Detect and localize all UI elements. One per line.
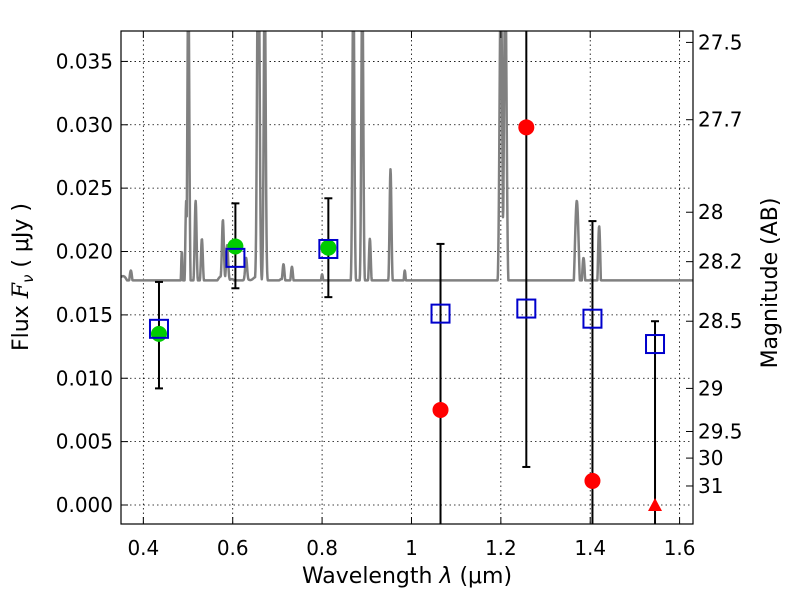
y-tick-label: 0.020 bbox=[56, 240, 113, 264]
y-tick-label: 0.015 bbox=[56, 303, 113, 327]
grid bbox=[121, 31, 693, 524]
model-photometry-square bbox=[430, 303, 451, 324]
y2-tick-label: 29.5 bbox=[698, 419, 743, 443]
plot-frame bbox=[120, 30, 694, 525]
y2-tick-label: 28.5 bbox=[698, 309, 743, 333]
model-spectrum-line bbox=[121, 31, 693, 282]
y2-tick-label: 27.5 bbox=[698, 30, 743, 54]
model-spectrum-layer bbox=[121, 31, 693, 282]
model-photometry-square bbox=[148, 318, 169, 339]
y2-tick-label: 29 bbox=[698, 376, 723, 400]
y-tick-label: 0.030 bbox=[56, 113, 113, 137]
x-tick-label: 1.4 bbox=[574, 536, 606, 560]
y2-tick-label: 28.2 bbox=[698, 250, 743, 274]
y-axis-label: Flux Fν ( μJy ) bbox=[9, 203, 37, 351]
upper-limit-marker bbox=[648, 497, 663, 511]
detection-point bbox=[150, 325, 167, 342]
error-bars bbox=[154, 31, 660, 524]
model-photometry-square bbox=[645, 334, 666, 355]
x-tick-label: 0.6 bbox=[217, 536, 249, 560]
y-tick-label: 0.000 bbox=[56, 493, 113, 517]
y-tick-label: 0.010 bbox=[56, 366, 113, 390]
model-photometry-square bbox=[516, 298, 537, 319]
detection-point bbox=[320, 239, 337, 256]
y-tick-label: 0.035 bbox=[56, 49, 113, 73]
x-tick-label: 0.4 bbox=[127, 536, 159, 560]
markers bbox=[148, 119, 666, 511]
low-significance-point bbox=[518, 119, 535, 136]
x-tick-label: 0.8 bbox=[306, 536, 338, 560]
y2-tick-label: 31 bbox=[698, 474, 723, 498]
x-tick-label: 1.6 bbox=[664, 536, 696, 560]
y2-tick-label: 30 bbox=[698, 446, 723, 470]
y2-axis-label: Magnitude (AB) bbox=[758, 198, 783, 369]
low-significance-point bbox=[584, 472, 601, 489]
model-photometry-square bbox=[225, 247, 246, 268]
low-significance-point bbox=[432, 401, 449, 418]
y-tick-label: 0.005 bbox=[56, 430, 113, 454]
model-photometry-square bbox=[318, 238, 339, 259]
ticks: 0.4 0.6 0.8 1 1.2 1.4 1.6 0.000 0.005 0.010 0.015 0… bbox=[56, 30, 743, 560]
x-tick-label: 1 bbox=[405, 536, 418, 560]
y2-tick-label: 28 bbox=[698, 200, 723, 224]
x-axis-label: Wavelength λ (μm) bbox=[302, 564, 512, 589]
y2-tick-label: 27.7 bbox=[698, 108, 743, 132]
detection-point bbox=[227, 238, 244, 255]
y-tick-label: 0.025 bbox=[56, 176, 113, 200]
x-tick-label: 1.2 bbox=[485, 536, 517, 560]
model-photometry-square bbox=[582, 308, 603, 329]
